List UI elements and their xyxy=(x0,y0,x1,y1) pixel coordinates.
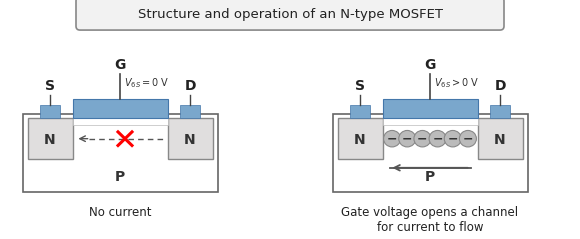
Text: N: N xyxy=(494,133,506,147)
Bar xyxy=(27,118,72,159)
Text: −: − xyxy=(448,133,458,146)
Bar xyxy=(72,99,168,118)
Text: −: − xyxy=(432,133,443,146)
Bar xyxy=(490,105,510,118)
Text: D: D xyxy=(494,79,506,93)
Circle shape xyxy=(399,130,416,147)
Text: Structure and operation of an N-type MOSFET: Structure and operation of an N-type MOS… xyxy=(137,8,443,21)
Circle shape xyxy=(383,130,401,147)
Circle shape xyxy=(444,130,461,147)
Text: N: N xyxy=(184,133,196,147)
Text: $V_{6S}=0$ V: $V_{6S}=0$ V xyxy=(124,77,169,90)
Text: G: G xyxy=(114,58,126,72)
Bar xyxy=(72,118,168,125)
Bar xyxy=(338,118,382,159)
Text: S: S xyxy=(45,79,55,93)
Text: N: N xyxy=(44,133,56,147)
Text: −: − xyxy=(417,133,427,146)
Bar xyxy=(23,114,218,192)
Bar xyxy=(168,118,212,159)
Bar xyxy=(382,99,477,118)
Text: P: P xyxy=(115,169,125,184)
Text: S: S xyxy=(355,79,365,93)
Circle shape xyxy=(414,130,431,147)
Bar xyxy=(477,118,523,159)
Text: No current: No current xyxy=(89,206,151,219)
Text: D: D xyxy=(184,79,196,93)
FancyBboxPatch shape xyxy=(76,0,504,30)
Circle shape xyxy=(459,130,476,147)
Text: N: N xyxy=(354,133,366,147)
Bar xyxy=(180,105,200,118)
Text: G: G xyxy=(425,58,436,72)
Bar xyxy=(382,118,477,125)
Text: P: P xyxy=(425,169,435,184)
Bar xyxy=(40,105,60,118)
Bar xyxy=(332,114,527,192)
Text: −: − xyxy=(402,133,412,146)
Text: −: − xyxy=(387,133,397,146)
Text: $V_{6S}>0$ V: $V_{6S}>0$ V xyxy=(434,77,480,90)
Bar xyxy=(350,105,370,118)
Circle shape xyxy=(429,130,446,147)
Text: Gate voltage opens a channel
for current to flow: Gate voltage opens a channel for current… xyxy=(342,206,519,234)
Text: −: − xyxy=(463,133,473,146)
